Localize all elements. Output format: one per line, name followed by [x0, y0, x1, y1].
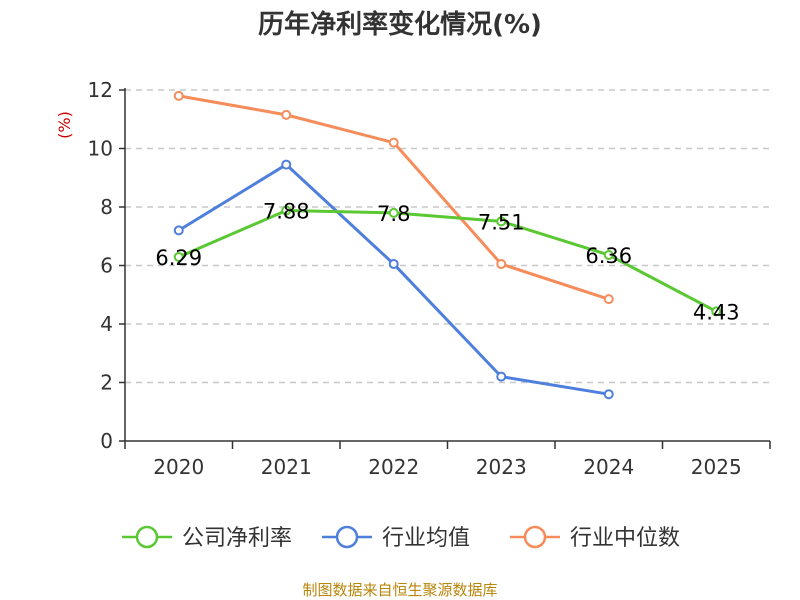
series-2-point-2020 [173, 90, 184, 101]
data-label-2023: 7.51 [478, 210, 525, 234]
y-tick-label-0: 0 [100, 429, 113, 453]
y-tick-label-12: 12 [88, 78, 113, 102]
y-tick-label-4: 4 [100, 312, 113, 336]
series-lines [173, 90, 722, 400]
series-line-0 [178, 209, 717, 313]
legend: 公司净利率 行业均值 行业中位数 [122, 525, 680, 551]
series-1-point-2023 [496, 371, 507, 382]
x-tick-label-2024: 2024 [583, 455, 634, 479]
x-tick-label-2020: 2020 [153, 455, 204, 479]
data-label-2022: 7.8 [377, 202, 410, 226]
chart-title: 历年净利率变化情况(%) [258, 9, 542, 40]
data-label-2025: 4.43 [693, 300, 740, 324]
series-0-point-2021 [281, 205, 292, 216]
series-2-point-2022 [388, 137, 399, 148]
series-2-point-2023 [496, 259, 507, 270]
series-2-point-2021 [281, 109, 292, 120]
grid-lines [125, 89, 770, 384]
data-label-2020: 6.29 [155, 246, 202, 270]
x-tick-label-2022: 2022 [368, 455, 419, 479]
legend-label-0: 公司净利率 [182, 526, 292, 551]
series-0-point-2023 [496, 216, 507, 227]
series-1-point-2024 [603, 389, 614, 400]
legend-marker-0 [135, 525, 159, 549]
x-tick-label-2023: 2023 [476, 455, 527, 479]
series-0-point-2020 [173, 252, 184, 263]
legend-label-2: 行业中位数 [570, 526, 680, 551]
data-labels: 6.29 7.88 7.8 7.51 6.36 4.43 [155, 200, 739, 325]
legend-marker-1 [335, 525, 359, 549]
y-axis-label: (%) [55, 111, 74, 139]
legend-marker-2 [523, 525, 547, 549]
data-label-2024: 6.36 [585, 244, 632, 268]
axes: 0 2 4 6 8 10 12 2020 2021 2022 2023 2024 2025 [88, 78, 771, 479]
series-2-point-2024 [603, 294, 614, 305]
y-tick-label-8: 8 [100, 195, 113, 219]
series-0-point-2025 [711, 306, 722, 317]
series-1-point-2022 [388, 259, 399, 270]
y-tick-label-6: 6 [100, 254, 113, 278]
series-1-point-2021 [281, 159, 292, 170]
x-tick-label-2021: 2021 [261, 455, 312, 479]
y-tick-label-2: 2 [100, 371, 113, 395]
x-tick-label-2025: 2025 [691, 455, 742, 479]
data-label-2021: 7.88 [263, 200, 310, 224]
y-tick-label-10: 10 [88, 137, 113, 161]
series-1-point-2020 [173, 225, 184, 236]
series-0-point-2022 [388, 207, 399, 218]
legend-label-1: 行业均值 [382, 526, 470, 551]
source-note: 制图数据来自恒生聚源数据库 [302, 581, 497, 599]
series-0-point-2024 [603, 249, 614, 260]
